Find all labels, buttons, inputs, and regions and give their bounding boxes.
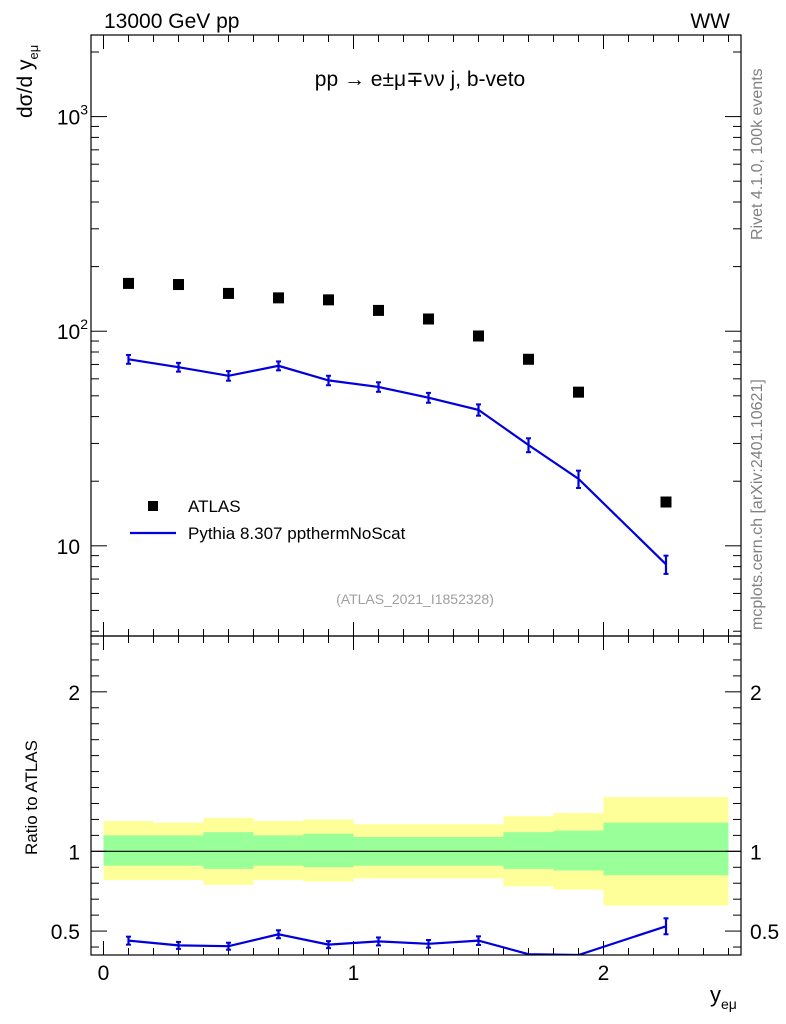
main-y-axis-title: dσ/d yeμ — [14, 45, 41, 118]
svg-text:yeμ: yeμ — [710, 982, 737, 1012]
energy-label: 13000 GeV pp — [104, 10, 239, 33]
x-axis-title: yeμ — [710, 982, 737, 1012]
atlas-data-point — [223, 287, 234, 299]
rivet-label: Rivet 4.1.0, 100k events — [749, 68, 766, 240]
svg-text:dσ/d yeμ: dσ/d yeμ — [14, 45, 41, 118]
main-axis-ticks: 10 102 103 — [57, 35, 741, 636]
ratio-band-green — [103, 835, 154, 866]
main-y-tick-label: 10 — [57, 536, 80, 559]
atlas-data-point — [473, 330, 484, 342]
atlas-data-point — [660, 496, 672, 508]
atlas-data-point — [523, 353, 534, 365]
ratio-plot-series — [126, 917, 669, 955]
main-y-tick-label: 102 — [57, 316, 88, 344]
legend-atlas-marker — [148, 501, 158, 511]
source-label: mcplots.cern.ch [arXiv:2401.10621] — [749, 379, 766, 630]
ratio-y-tick-label-right: 0.5 — [750, 921, 779, 944]
ratio-band-green — [553, 830, 604, 871]
atlas-data-point — [423, 313, 434, 325]
analysis-watermark: (ATLAS_2021_I1852328) — [336, 591, 494, 607]
atlas-data-point — [123, 277, 134, 289]
ratio-y-axis-title: Ratio to ATLAS — [22, 740, 41, 855]
pythia-ratio-line — [128, 925, 667, 955]
ratio-band-green — [603, 822, 729, 876]
ratio-band-green — [203, 832, 254, 869]
ratio-band-green — [303, 833, 354, 868]
plot-title: pp → e±μ∓νν j, b-veto — [315, 68, 525, 91]
main-plot-frame — [90, 34, 742, 637]
atlas-data-point — [373, 304, 384, 316]
x-tick-label: 0 — [98, 962, 110, 985]
ratio-y-tick-label-right: 1 — [750, 841, 762, 864]
atlas-data-point — [273, 292, 284, 304]
main-plot-series — [123, 277, 672, 575]
ratio-y-tick-label-left: 0.5 — [51, 921, 80, 944]
atlas-data-point — [573, 386, 584, 398]
main-y-tick-label: 103 — [57, 102, 88, 130]
ratio-axis-ticks: 0.5 0.5 1 1 2 2 0 1 2 — [51, 636, 779, 985]
atlas-data-point — [323, 294, 334, 306]
x-tick-label: 1 — [348, 962, 360, 985]
ratio-uncertainty-bands — [91, 797, 741, 906]
ratio-plot-frame — [90, 635, 742, 956]
legend: ATLAS Pythia 8.307 ppthermNoScat — [130, 497, 406, 543]
ratio-y-tick-label-left: 1 — [68, 841, 80, 864]
ratio-band-green — [153, 835, 204, 866]
ratio-series-group — [126, 917, 669, 955]
x-tick-label: 2 — [598, 962, 610, 985]
atlas-data-point — [173, 279, 184, 291]
legend-pythia-label: Pythia 8.307 ppthermNoScat — [188, 524, 406, 543]
process-label: WW — [690, 10, 730, 33]
ratio-y-tick-label-right: 2 — [750, 682, 762, 705]
ratio-y-tick-label-left: 2 — [68, 682, 80, 705]
ratio-band-green — [503, 832, 554, 869]
legend-atlas-label: ATLAS — [188, 497, 241, 516]
ratio-band-green — [253, 835, 304, 866]
